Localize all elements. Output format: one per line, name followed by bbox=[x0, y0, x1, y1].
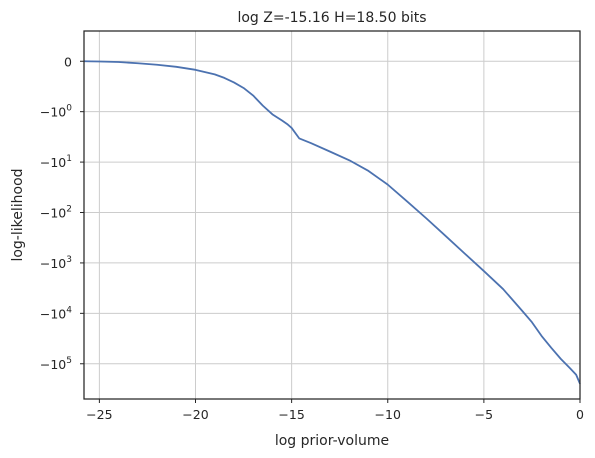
y-tick-label: −104 bbox=[40, 305, 72, 321]
x-tick-label: −20 bbox=[182, 407, 208, 422]
x-tick-label: 0 bbox=[576, 407, 584, 422]
grid bbox=[84, 31, 581, 399]
x-tick-label: −25 bbox=[86, 407, 112, 422]
x-tick-label: −5 bbox=[475, 407, 493, 422]
series-layer bbox=[83, 60, 581, 385]
y-axis-label: log-likelihood bbox=[10, 168, 26, 261]
y-tick-label: −102 bbox=[40, 205, 72, 221]
y-tick-label: −100 bbox=[40, 104, 72, 120]
chart-title: log Z=-15.16 H=18.50 bits bbox=[237, 10, 426, 26]
series-line bbox=[83, 60, 581, 385]
x-axis-label: log prior-volume bbox=[275, 433, 389, 449]
y-axis: 0 −100 −101 −102 −103 −104 −105 bbox=[40, 54, 84, 372]
plot-frame bbox=[83, 30, 581, 400]
y-tick-label: −105 bbox=[40, 356, 72, 372]
x-axis: −25 −20 −15 −10 −5 0 bbox=[86, 399, 584, 422]
y-tick-label: 0 bbox=[64, 54, 72, 69]
x-tick-label: −10 bbox=[375, 407, 401, 422]
y-tick-label: −103 bbox=[40, 255, 72, 271]
y-tick-label: −101 bbox=[40, 154, 72, 170]
x-tick-label: −15 bbox=[278, 407, 304, 422]
